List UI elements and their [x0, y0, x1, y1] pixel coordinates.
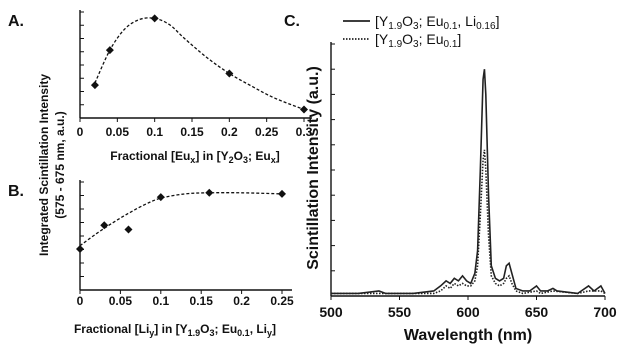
panel-a-data-point — [300, 105, 308, 114]
panel-a-data-point — [225, 69, 234, 78]
panel-c-x-tick-label: 550 — [388, 304, 412, 320]
panel-a-x-tick-label: 0.1 — [146, 125, 163, 139]
panel-b-x-tick-label: 0 — [77, 294, 84, 308]
panel-b-data-point — [100, 221, 109, 230]
shared-ylabel-line1: Integrated Scintillation Intensity — [37, 74, 51, 256]
panel-a-x-tick-label: 0.25 — [255, 125, 279, 139]
panel-a-x-tick-label: 0 — [77, 125, 84, 139]
panel-b-data-point — [76, 244, 84, 253]
panel-c-x-tick-label: 500 — [319, 304, 343, 320]
panel-c-series-eu — [331, 149, 606, 295]
panel-b-fit-curve — [79, 192, 283, 247]
panel-c-ylabel: Scintillation Intensity (a.u.) — [305, 66, 322, 270]
panel-a-data-point — [105, 46, 114, 55]
panel-b-data-point — [124, 225, 133, 234]
panel-b-x-tick-label: 0.05 — [109, 294, 133, 308]
panel-a: 0 0.05 0.1 0.15 0.2 0.25 0.3 Fractional [Eux] … — [77, 10, 313, 165]
panel-b-xlabel: Fractional [Liy] in [Y1.9O3; Eu0.1, Liy] — [74, 322, 276, 338]
panel-c-x-tick-label: 700 — [593, 304, 617, 320]
panel-b-data-point — [278, 189, 286, 198]
panel-b: 0 0.05 0.1 0.15 0.2 0.25 Fractional [Liy] in … — [74, 180, 294, 338]
panel-a-data-point — [150, 14, 159, 23]
panel-a-letter: A. — [8, 13, 24, 30]
panel-a-xlabel: Fractional [Eux] in [Y2O3; Eux] — [110, 149, 279, 165]
panel-c-xlabel: Wavelength (nm) — [404, 327, 532, 344]
panel-a-data-point — [90, 81, 99, 90]
panel-b-x-tick-label: 0.2 — [233, 294, 250, 308]
panel-c-x-tick-label: 600 — [456, 304, 480, 320]
panel-c-series-eu-li — [331, 69, 606, 295]
panel-b-data-point — [205, 188, 214, 197]
panel-b-x-tick-label: 0.1 — [152, 294, 169, 308]
panel-b-x-tick-label: 0.15 — [190, 294, 214, 308]
panel-c: 500 550 600 650 700 Scintillation Intensity … — [305, 13, 617, 344]
panel-a-x-tick-label: 0.05 — [106, 125, 130, 139]
panel-a-fit-curve — [94, 17, 305, 111]
legend-label-eu-li: [Y1.9O3; Eu0.1, Li0.16] — [375, 13, 499, 32]
shared-ylabel-line2: (575 - 675 nm, a.u.) — [53, 111, 67, 218]
panel-b-data-point — [156, 193, 165, 202]
panel-c-legend: [Y1.9O3; Eu0.1, Li0.16] [Y1.9O3; Eu0.1] — [343, 13, 499, 50]
panel-c-x-tick-label: 650 — [525, 304, 549, 320]
panel-b-letter: B. — [8, 183, 24, 200]
panel-a-x-tick-label: 0.15 — [180, 125, 204, 139]
panel-c-letter: C. — [284, 13, 300, 30]
panel-b-x-tick-label: 0.25 — [270, 294, 294, 308]
panel-a-x-tick-label: 0.2 — [221, 125, 238, 139]
legend-label-eu: [Y1.9O3; Eu0.1] — [375, 31, 461, 50]
panel-a-x-tick-label: 0.3 — [296, 125, 313, 139]
